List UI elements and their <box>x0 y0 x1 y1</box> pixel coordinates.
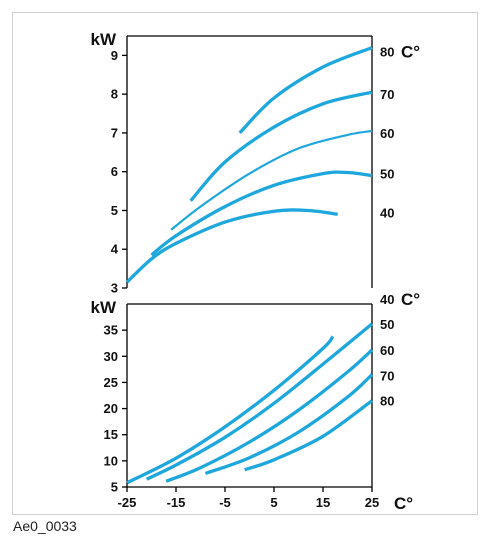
curve-50 <box>150 170 373 257</box>
right-label-60: 60 <box>380 343 394 358</box>
curve-50 <box>145 322 374 481</box>
right-label-70: 70 <box>380 369 394 384</box>
right-unit-label: C° <box>401 290 420 309</box>
y-tick-label: 25 <box>104 375 118 390</box>
y-tick-label: 30 <box>104 349 118 364</box>
y-tick-label: 6 <box>111 164 118 179</box>
curve-80 <box>244 399 373 472</box>
x-tick-label: 25 <box>365 495 379 510</box>
y-axis-label: kW <box>91 30 117 49</box>
top-chart: 3 4 5 6 7 8 9kW 80 70 60 50 40 C° <box>91 30 421 296</box>
right-label-60: 60 <box>380 126 394 141</box>
right-unit-label: C° <box>401 43 420 62</box>
curve-60 <box>165 348 374 483</box>
x-tick-label: -15 <box>167 495 186 510</box>
y-tick-label: 8 <box>111 87 118 102</box>
x-tick-label: -5 <box>219 495 231 510</box>
right-label-80: 80 <box>380 394 394 409</box>
curve-70 <box>204 373 374 475</box>
x-axis-label: C° <box>394 494 413 513</box>
right-label-70: 70 <box>380 87 394 102</box>
y-tick-label: 9 <box>111 48 118 63</box>
y-tick-label: 20 <box>104 401 118 416</box>
y-tick-label: 15 <box>104 427 118 442</box>
x-tick-label: 5 <box>270 495 277 510</box>
y-axis-label: kW <box>91 298 117 317</box>
curve-60 <box>170 129 373 231</box>
x-tick-label: -25 <box>118 495 137 510</box>
right-label-50: 50 <box>380 317 394 332</box>
y-tick-label: 10 <box>104 453 118 468</box>
curve-70 <box>189 90 373 202</box>
curve-80 <box>238 46 373 135</box>
curve-40 <box>126 335 335 485</box>
y-tick-label: 4 <box>111 242 119 257</box>
right-label-40: 40 <box>380 292 394 307</box>
y-tick-label: 3 <box>111 281 118 296</box>
figure-id: Ae0_0033 <box>13 518 77 534</box>
x-tick-label: 15 <box>316 495 330 510</box>
right-label-40: 40 <box>380 205 394 220</box>
y-tick-label: 5 <box>111 203 118 218</box>
figure-frame <box>12 12 478 515</box>
right-label-80: 80 <box>380 45 394 60</box>
curve-40 <box>125 208 338 284</box>
y-tick-label: 5 <box>111 480 118 495</box>
y-tick-label: 7 <box>111 125 118 140</box>
right-label-50: 50 <box>380 167 394 182</box>
y-tick-label: 35 <box>104 323 118 338</box>
bottom-chart: 5 10 15 20 25 30 35 kW 40 50 60 70 80 C° -25 -15 -5 5 15 25… <box>91 290 421 513</box>
